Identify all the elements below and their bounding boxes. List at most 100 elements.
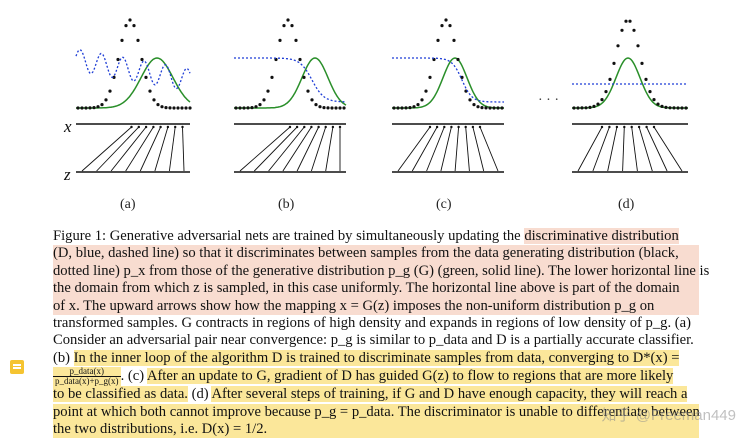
caption-line-2: (D, blue, dashed line) so that it discri… xyxy=(53,245,699,263)
data-point-b xyxy=(282,24,286,28)
data-point-b xyxy=(318,105,322,109)
data-point-d xyxy=(584,106,588,110)
data-point-b xyxy=(286,18,290,22)
data-point-d xyxy=(684,106,688,110)
data-point-d xyxy=(624,19,628,23)
data-point-c xyxy=(484,106,488,110)
caption-line-3: dotted line) p_x from those of the gener… xyxy=(53,262,710,281)
mapping-arrowhead-d xyxy=(623,125,626,129)
data-point-b xyxy=(330,106,334,110)
generator-curve-b xyxy=(234,57,347,109)
data-point-a xyxy=(128,18,132,22)
mapping-arrowhead-d xyxy=(608,125,611,129)
data-point-d xyxy=(668,106,672,110)
data-point-a xyxy=(100,103,104,107)
data-point-a xyxy=(112,75,116,79)
mapping-arrowhead-a xyxy=(152,125,155,129)
mapping-arrow-b xyxy=(239,126,291,172)
caption-line-9b: After an update to G, gradient of D has … xyxy=(146,368,674,385)
z-axis-label: z xyxy=(63,165,71,184)
caption-line-5: of x. The upward arrows show how the map… xyxy=(53,297,699,316)
data-point-b xyxy=(270,75,274,79)
mapping-arrow-b xyxy=(268,126,305,172)
data-point-a xyxy=(80,106,84,110)
mapping-arrow-d xyxy=(653,126,683,172)
caption-line-12: the two distributions, i.e. D(x) = 1/2. xyxy=(53,421,699,439)
data-point-b xyxy=(322,106,326,110)
data-point-a xyxy=(188,106,192,110)
data-point-c xyxy=(500,106,504,110)
data-point-a xyxy=(152,98,156,102)
caption-line-6: transformed samples. G contracts in regi… xyxy=(53,315,691,332)
data-point-a xyxy=(88,106,92,110)
data-point-d xyxy=(596,102,600,106)
data-point-b xyxy=(294,38,298,43)
caption-line-8b: In the inner loop of the algorithm D is … xyxy=(73,349,680,366)
mapping-arrow-c xyxy=(454,126,460,172)
data-point-c xyxy=(400,106,404,110)
data-point-a xyxy=(120,38,124,43)
data-point-d xyxy=(608,77,612,81)
data-point-c xyxy=(396,106,400,110)
data-point-d xyxy=(652,98,656,102)
data-point-d xyxy=(604,90,608,94)
data-point-a xyxy=(156,103,160,107)
mapping-arrow-a xyxy=(81,126,132,172)
mapping-arrow-c xyxy=(411,126,438,172)
data-point-d xyxy=(572,106,576,110)
data-point-d xyxy=(664,105,668,109)
caption-line-1b: discriminative distribution xyxy=(524,228,679,244)
mapping-arrowhead-a xyxy=(137,125,140,129)
data-point-b xyxy=(258,103,262,107)
data-point-a xyxy=(160,105,164,109)
data-point-d xyxy=(632,28,636,32)
panel-label-a: (a) xyxy=(120,197,136,212)
data-point-d xyxy=(616,44,620,48)
data-point-a xyxy=(76,106,80,110)
mapping-arrow-b xyxy=(282,126,312,172)
mapping-arrow-a xyxy=(168,126,176,172)
mapping-arrow-b xyxy=(325,126,334,172)
data-point-d xyxy=(656,102,660,106)
mapping-arrowhead-c xyxy=(435,125,439,129)
figure-caption: Figure 1: Generative adversarial nets ar… xyxy=(53,228,710,439)
note-icon[interactable] xyxy=(10,360,24,374)
data-point-c xyxy=(404,106,408,110)
data-point-d xyxy=(680,106,684,110)
generator-curve-d xyxy=(572,57,688,109)
data-point-c xyxy=(440,24,444,28)
data-point-a xyxy=(92,106,96,110)
mapping-arrow-c xyxy=(397,126,431,172)
data-point-a xyxy=(108,89,112,93)
mapping-arrowhead-c xyxy=(471,125,475,129)
mapping-arrowhead-b xyxy=(295,125,299,129)
data-point-b xyxy=(306,89,310,93)
data-point-d xyxy=(636,44,640,48)
data-point-b xyxy=(290,24,294,28)
mapping-arrow-a xyxy=(154,126,169,172)
data-point-b xyxy=(278,38,282,43)
watermark: 知乎 @Freeman449 xyxy=(601,407,736,424)
data-point-d xyxy=(612,61,616,65)
mapping-arrowhead-b xyxy=(310,125,313,129)
data-point-d xyxy=(644,77,648,81)
caption-line-7: Consider an adversarial pair near conver… xyxy=(53,332,694,349)
data-point-c xyxy=(472,103,476,107)
data-point-c xyxy=(424,89,428,93)
mapping-arrow-a xyxy=(96,126,140,172)
caption-line-11: point at which both cannot improve becau… xyxy=(53,403,700,422)
mapping-arrow-c xyxy=(426,126,445,172)
data-point-c xyxy=(476,105,480,109)
data-point-b xyxy=(266,89,270,93)
mapping-arrow-d xyxy=(622,126,625,172)
data-point-a xyxy=(96,105,100,109)
mapping-arrowhead-c xyxy=(464,125,467,129)
data-point-a xyxy=(84,106,88,110)
mapping-arrowhead-c xyxy=(450,125,453,129)
data-point-d xyxy=(676,106,680,110)
caption-line-9a: . (c) xyxy=(120,368,147,385)
data-point-b xyxy=(242,106,246,110)
data-point-a xyxy=(168,106,172,110)
discriminator-curve-a xyxy=(75,48,191,90)
mapping-arrowhead-a xyxy=(181,125,184,129)
